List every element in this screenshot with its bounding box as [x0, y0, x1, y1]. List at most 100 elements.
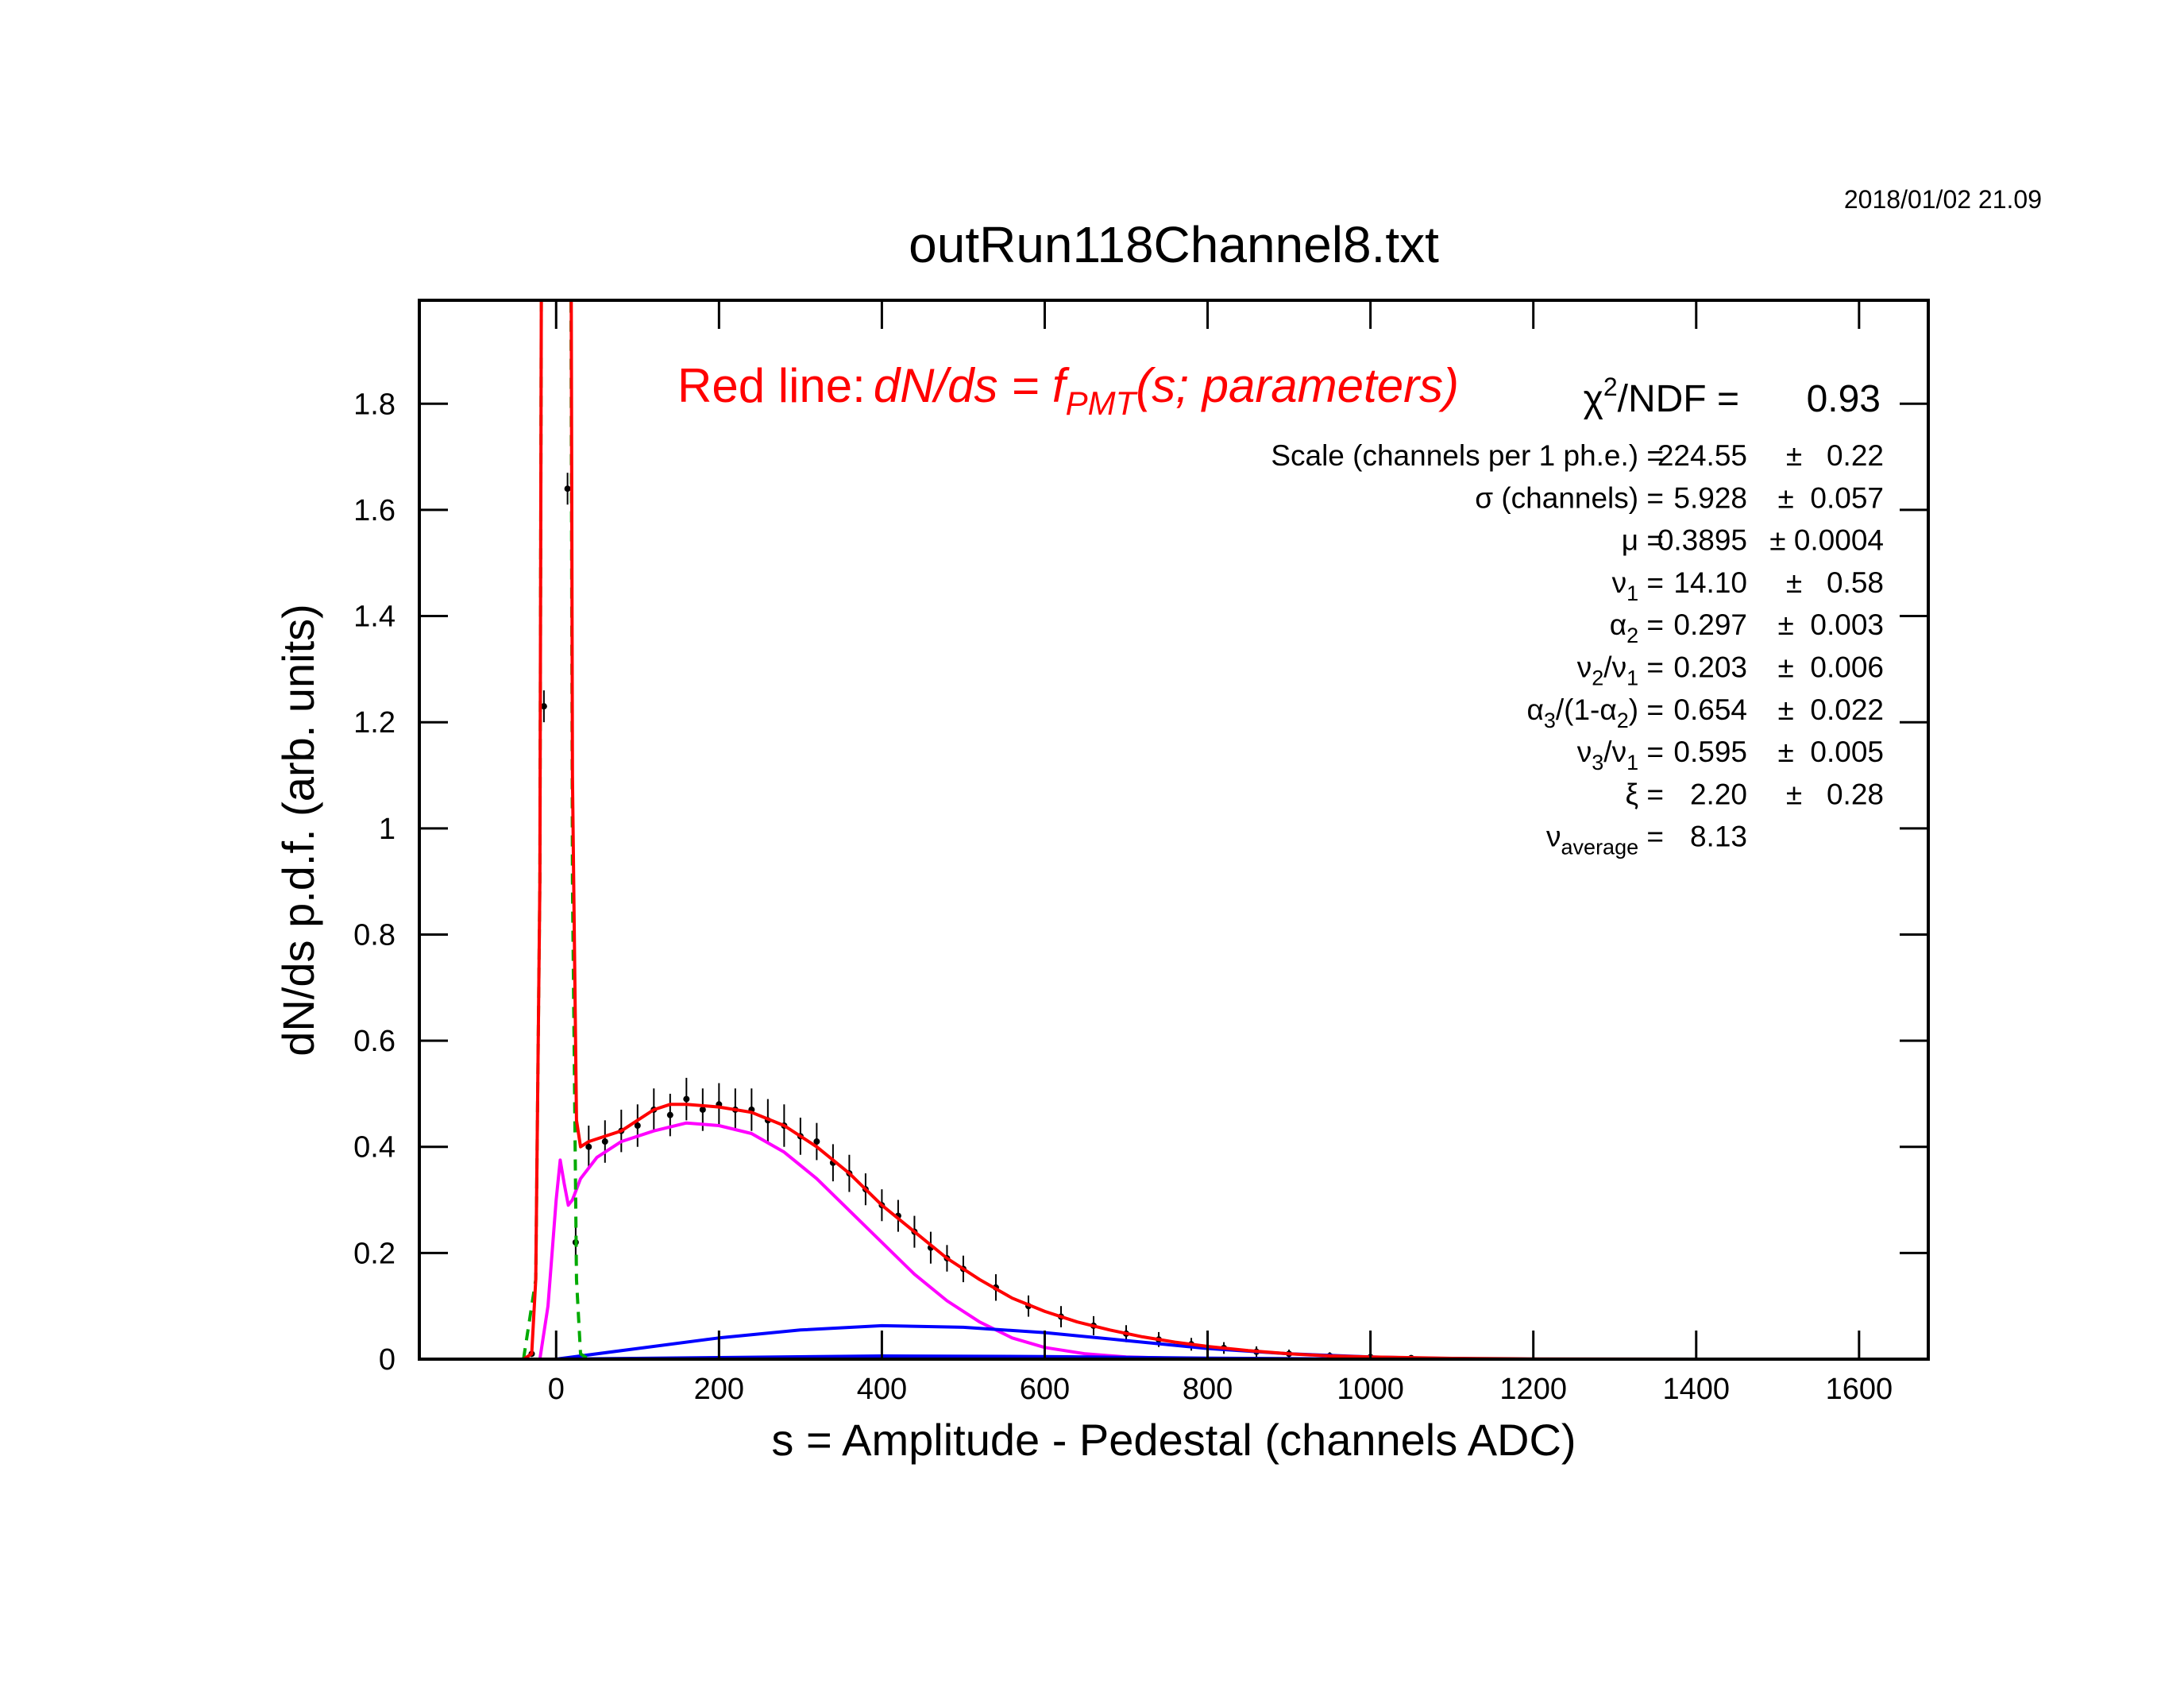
data-point [540, 703, 547, 710]
fit-curve [523, 300, 1928, 1359]
text-part: σ (channels) = [1475, 481, 1664, 514]
stat-error: ± 0.0004 [1769, 524, 1884, 557]
chi2-value: 0.93 [1807, 378, 1881, 420]
y-tick-label: 0 [379, 1343, 396, 1377]
text-part: ) = [1629, 693, 1664, 726]
text-part: α [1610, 608, 1626, 641]
chart-title: outRun118Channel8.txt [909, 216, 1439, 273]
x-tick-label: 1000 [1337, 1373, 1404, 1406]
text-part: = [1638, 608, 1664, 641]
data-point [813, 1138, 820, 1145]
stat-value: 2.20 [1690, 778, 1747, 810]
data-point [634, 1122, 641, 1130]
stat-label: ξ = [1626, 778, 1664, 810]
script-text: 2 [1626, 624, 1638, 647]
stat-value: 8.13 [1690, 821, 1747, 853]
text-part: /ν [1603, 651, 1626, 684]
stat-label: Scale (channels per 1 ph.e.) = [1271, 439, 1664, 472]
stat-value: 14.10 [1673, 566, 1747, 599]
data-point [585, 1143, 592, 1150]
stat-error: ± 0.58 [1786, 566, 1884, 599]
stat-error: ± 0.22 [1786, 439, 1884, 472]
stat-value: 5.928 [1673, 481, 1747, 514]
text-part: = [1638, 736, 1664, 768]
script-text: 2 [1603, 373, 1618, 401]
x-tick-label: 800 [1183, 1373, 1233, 1406]
y-tick-label: 0.4 [353, 1131, 396, 1165]
script-text: 2 [1617, 709, 1629, 732]
x-tick-label: 1200 [1499, 1373, 1567, 1406]
text-part: ν [1612, 566, 1627, 599]
text-part: = [1638, 821, 1664, 853]
stat-error: ± 0.003 [1778, 608, 1884, 641]
text-part: Scale (channels per 1 ph.e.) = [1271, 439, 1664, 472]
y-axis-label: dN/ds p.d.f. (arb. units) [273, 604, 323, 1056]
y-tick-label: 1.6 [353, 494, 396, 527]
annotation-text: Red line: [677, 359, 866, 412]
stat-value: 0.654 [1673, 693, 1747, 726]
stat-label: α2 = [1610, 608, 1664, 647]
text-part: = [1638, 566, 1664, 599]
text-part: ν [1577, 651, 1592, 684]
annotation-text: dN/ds = f [874, 359, 1070, 412]
x-tick-label: 1400 [1662, 1373, 1730, 1406]
y-tick-label: 1.4 [353, 601, 396, 634]
frame [418, 299, 1930, 1361]
stat-label: σ (channels) = [1475, 481, 1664, 514]
text-part: = [1638, 651, 1664, 684]
text-part: α [1526, 693, 1543, 726]
y-tick-label: 0.8 [353, 918, 396, 952]
x-axis-label: s = Amplitude - Pedestal (channels ADC) [771, 1415, 1576, 1465]
script-text: average [1561, 836, 1639, 859]
data-point [666, 1111, 673, 1118]
stat-label: νaverage = [1546, 821, 1664, 859]
data-point [683, 1095, 690, 1103]
stat-label: ν1 = [1612, 566, 1664, 605]
stat-error: ± 0.28 [1786, 778, 1884, 810]
text-part: ν [1577, 736, 1592, 768]
text-part: /NDF = [1618, 378, 1739, 420]
chi2-label: χ2/NDF = [1584, 373, 1739, 420]
script-text: 1 [1626, 581, 1638, 605]
stat-error: ± 0.057 [1778, 481, 1884, 514]
x-tick-label: 1600 [1826, 1373, 1893, 1406]
annotation-sub: PMT [1066, 384, 1139, 422]
text-part: /ν [1603, 736, 1626, 768]
x-tick-label: 0 [548, 1373, 565, 1406]
script-text: 2 [1592, 666, 1603, 690]
data-point [601, 1138, 608, 1145]
annotation-text: (s; parameters) [1136, 359, 1459, 412]
x-tick-label: 600 [1020, 1373, 1070, 1406]
stat-value: 0.203 [1673, 651, 1747, 684]
stat-value: 0.595 [1673, 736, 1747, 768]
script-text: 1 [1626, 751, 1638, 774]
x-tick-label: 400 [857, 1373, 907, 1406]
stat-error: ± 0.022 [1778, 693, 1884, 726]
y-tick-label: 1 [379, 813, 396, 846]
stat-label: α3/(1-α2) = [1526, 693, 1664, 732]
stat-error: ± 0.006 [1778, 651, 1884, 684]
y-tick-label: 0.6 [353, 1025, 396, 1058]
data-point [699, 1106, 706, 1113]
script-text: 1 [1626, 666, 1638, 690]
stat-label: μ = [1622, 524, 1664, 557]
y-tick-label: 1.2 [353, 706, 396, 740]
fit-curve [538, 1121, 1928, 1359]
stat-value: 224.55 [1657, 439, 1747, 472]
text-part: ξ = [1626, 778, 1664, 810]
stat-label: ν3/ν1 = [1577, 736, 1664, 774]
text-part: /(1-α [1556, 693, 1617, 726]
script-text: 3 [1544, 709, 1556, 732]
x-tick-label: 200 [694, 1373, 744, 1406]
stat-value: 0.3895 [1657, 524, 1747, 557]
script-text: 3 [1592, 751, 1603, 774]
stat-label: ν2/ν1 = [1577, 651, 1664, 690]
text-part: χ [1584, 378, 1603, 420]
y-tick-label: 1.8 [353, 388, 396, 421]
data-point [564, 485, 571, 492]
annotation: Red line: dN/ds = fPMT(s; parameters) [677, 359, 1459, 422]
stat-value: 0.297 [1673, 608, 1747, 641]
